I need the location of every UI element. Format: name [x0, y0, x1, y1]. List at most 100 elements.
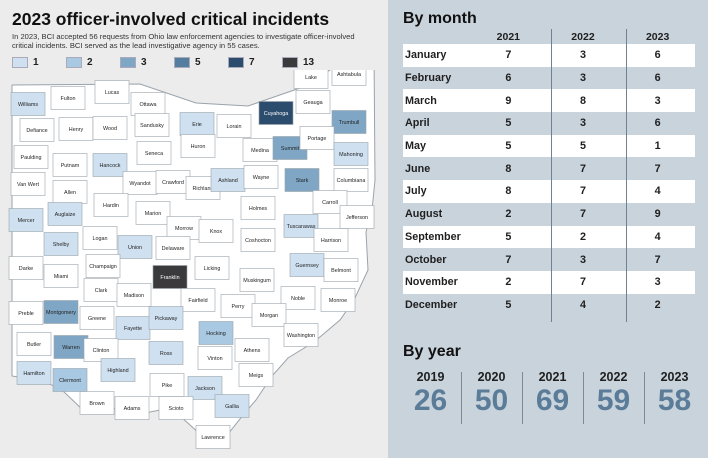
county-label: Huron [191, 144, 206, 150]
county-shape [333, 142, 369, 166]
table-cell: 5 [579, 140, 586, 153]
county-label: Wayne [253, 175, 270, 181]
county-label: Adams [124, 406, 141, 412]
county-label: Montgomery [46, 310, 76, 316]
county-label: Brown [89, 401, 104, 407]
county-label: Scioto [169, 406, 184, 412]
county-label: Paulding [21, 155, 42, 161]
county-shape [16, 332, 52, 356]
county-belmont: Belmont [323, 258, 359, 282]
county-sandusky: Sandusky [134, 113, 170, 137]
county-shape [299, 126, 335, 150]
table-cell: 5 [505, 140, 512, 153]
county-shape [19, 118, 55, 142]
county-label: Muskingum [243, 278, 271, 284]
county-label: Summit [281, 146, 300, 152]
county-ashland: Ashland [210, 168, 246, 192]
county-van-wert: Van Wert [10, 172, 46, 196]
county-highland: Highland [100, 358, 136, 382]
year-label: 2022 [599, 370, 628, 384]
year-stat: 2023 58 [644, 370, 705, 418]
county-hocking: Hocking [198, 321, 234, 345]
county-label: Richland [193, 186, 214, 192]
county-label: Henry [69, 127, 84, 133]
county-monroe: Monroe [320, 288, 356, 312]
header-year: 2021 [496, 30, 520, 43]
county-label: Van Wert [17, 182, 39, 188]
county-label: Greene [88, 316, 106, 322]
county-label: Harrison [321, 238, 341, 244]
county-morrow: Morrow [166, 216, 202, 240]
county-label: Morrow [175, 226, 193, 232]
county-tuscarawas: Tuscarawas [283, 214, 319, 238]
county-label: Meigs [249, 373, 264, 379]
year-value: 69 [535, 384, 570, 417]
county-label: Lorain [227, 124, 242, 130]
table-cell: 6 [654, 49, 661, 62]
table-cell: 7 [654, 253, 661, 266]
legend-item-7: 7 [228, 57, 282, 68]
county-crawford: Crawford [155, 170, 191, 194]
county-cuyahoga: Cuyahoga [258, 101, 294, 125]
county-shape [100, 358, 136, 382]
county-label: Marion [145, 211, 161, 217]
year-stat: 2021 69 [522, 370, 583, 418]
year-stat: 2020 50 [461, 370, 522, 418]
county-shape [280, 286, 316, 310]
county-shape [93, 193, 129, 217]
table-cell: 7 [505, 253, 512, 266]
table-cell: 4 [579, 298, 586, 311]
county-miami: Miami [43, 264, 79, 288]
county-label: Jefferson [346, 215, 368, 221]
county-label: Wyandot [129, 181, 151, 187]
table-row: July 8 7 4 [403, 180, 695, 203]
county-label: Carroll [322, 200, 338, 206]
year-divider [461, 372, 462, 424]
county-label: Trumbull [339, 120, 360, 126]
county-label: Lake [305, 75, 317, 81]
county-mercer: Mercer [8, 208, 44, 232]
county-hardin: Hardin [93, 193, 129, 217]
table-cell: 7 [579, 162, 586, 175]
county-hamilton: Hamilton [16, 361, 52, 385]
county-shape [136, 141, 172, 165]
year-value: 50 [474, 384, 509, 417]
year-label: 2021 [538, 370, 567, 384]
header-year: 2023 [645, 30, 670, 43]
table-cell: 7 [579, 208, 586, 221]
county-ross: Ross [148, 341, 184, 365]
year-label: 2023 [660, 370, 689, 384]
county-label: Ashland [218, 178, 237, 184]
county-shape [43, 232, 79, 256]
legend-label: 3 [141, 57, 147, 68]
county-shape [195, 425, 231, 449]
county-putnam: Putnam [52, 153, 88, 177]
table-row: January 7 3 6 [403, 44, 695, 67]
legend-swatch [228, 57, 244, 68]
chart-subtitle: In 2023, BCI accepted 56 requests from O… [12, 32, 355, 51]
county-label: Preble [18, 311, 34, 317]
month-label: October [405, 253, 447, 266]
table-row: March 9 8 3 [403, 89, 695, 113]
county-label: Lawrence [201, 435, 224, 441]
county-lake: Lake [293, 70, 329, 89]
county-butler: Butler [16, 332, 52, 356]
by-month-heading: By month [403, 10, 477, 27]
county-label: Hancock [100, 163, 121, 169]
table-cell: 9 [654, 208, 661, 221]
county-label: Holmes [249, 206, 268, 212]
table-cell: 8 [579, 94, 586, 107]
county-shape [79, 306, 115, 330]
county-label: Fayette [124, 326, 142, 332]
county-label: Clinton [93, 348, 110, 354]
table-row: December 5 4 2 [403, 294, 695, 317]
county-shape [8, 208, 44, 232]
county-label: Erie [192, 122, 202, 128]
table-row: April 5 3 6 [403, 112, 695, 135]
county-label: Medina [251, 148, 269, 154]
county-shape [43, 300, 79, 324]
county-jackson: Jackson [187, 376, 223, 400]
county-gallia: Gallia [214, 394, 250, 418]
legend-item-5: 5 [174, 57, 228, 68]
county-label: Shelby [53, 242, 70, 248]
